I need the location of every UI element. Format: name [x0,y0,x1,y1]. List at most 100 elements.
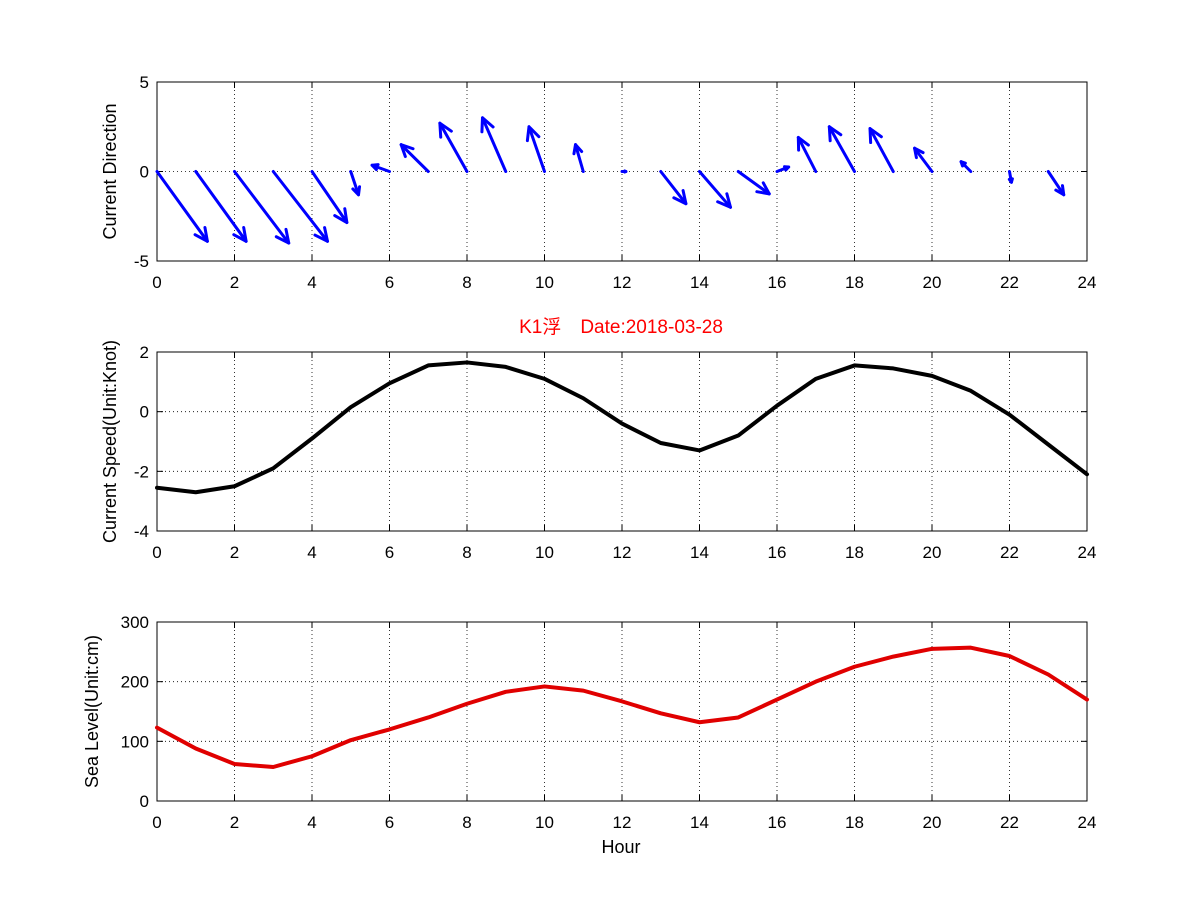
x-tick-label: 22 [1000,543,1019,562]
x-axis-label: Hour [601,837,640,857]
x-tick-label: 16 [768,813,787,832]
x-tick-label: 24 [1078,273,1097,292]
current-arrow [659,170,688,206]
current-arrow-shaft [527,125,546,173]
current-arrow-shaft [827,125,856,173]
y-tick-label: 100 [121,732,149,751]
x-tick-label: 24 [1078,813,1097,832]
y-axis-label: Current Direction [100,103,120,239]
current-arrow-shaft [481,116,508,173]
current-arrow-head [623,169,628,174]
x-tick-label: 4 [307,813,316,832]
x-tick-label: 18 [845,273,864,292]
current-arrow-head [274,227,291,245]
x-tick-label: 20 [923,813,942,832]
current-arrow-shaft [698,170,732,209]
sea-level-line [155,645,1089,769]
current-arrow-shaft [399,143,430,173]
current-arrow-head [1007,177,1014,184]
x-tick-label: 22 [1000,273,1019,292]
x-tick-label: 12 [613,273,632,292]
current-arrow [399,143,430,173]
current-arrow-head [313,226,329,243]
current-arrow [271,170,329,243]
chart-title: K1浮 Date:2018-03-28 [519,316,723,338]
x-tick-label: 18 [845,813,864,832]
current-arrow-shaft [736,170,771,196]
current-arrow [194,170,248,243]
y-tick-label: -2 [134,462,149,481]
current-arrow-head [783,165,791,172]
y-tick-label: 300 [121,613,149,632]
current-arrow-head [333,207,349,225]
current-arrow [349,170,362,197]
current-arrow-shaft [271,170,329,243]
x-tick-label: 20 [923,543,942,562]
current-arrow-head [672,189,688,206]
current-arrow-head [193,226,209,243]
y-tick-label: -4 [134,522,149,541]
current-arrow-shaft [574,143,585,173]
x-tick-label: 0 [152,273,161,292]
current-arrow-head [913,146,925,160]
current-arrow [796,135,818,173]
x-tick-label: 16 [768,543,787,562]
y-tick-label: 0 [140,163,149,182]
current-arrow-shaft [194,170,248,243]
x-tick-label: 6 [385,273,394,292]
current-arrow-shaft [868,127,895,173]
current-arrow-head [232,226,248,243]
x-tick-label: 22 [1000,813,1019,832]
x-tick-label: 12 [613,543,632,562]
current-arrow [913,146,934,173]
x-tick-label: 12 [613,813,632,832]
current-arrow [868,127,895,173]
x-tick-label: 6 [385,813,394,832]
x-tick-label: 2 [230,543,239,562]
current-arrow-shaft [310,170,349,225]
y-tick-label: 200 [121,673,149,692]
current-arrow-shaft [913,146,934,173]
current-arrow-head [370,163,380,172]
x-tick-label: 0 [152,813,161,832]
current-arrow-head [796,135,810,152]
x-tick-label: 16 [768,273,787,292]
x-tick-label: 10 [535,543,554,562]
current-arrow [438,121,469,173]
x-tick-label: 20 [923,273,942,292]
current-arrow-shaft [659,170,688,206]
x-tick-label: 8 [462,273,471,292]
current-arrow [959,160,973,173]
current-arrow [827,125,856,173]
current-arrow-head [1054,184,1066,197]
x-tick-label: 8 [462,813,471,832]
x-tick-label: 10 [535,273,554,292]
y-tick-label: 2 [140,343,149,362]
current-arrow-shaft [796,135,818,173]
x-tick-label: 2 [230,273,239,292]
y-tick-label: 0 [140,403,149,422]
x-tick-label: 14 [690,543,709,562]
current-arrow-shaft [155,170,209,243]
x-tick-label: 18 [845,543,864,562]
current-arrow-head [959,160,967,168]
x-tick-label: 4 [307,273,316,292]
current-arrow-head [868,127,883,145]
current-arrow [370,163,391,173]
x-tick-label: 8 [462,543,471,562]
current-arrow-head [525,125,541,143]
y-axis-label: Current Speed(Unit:Knot) [100,340,120,543]
current-arrow [233,170,291,245]
current-arrow-head [827,125,843,143]
current-arrow [736,170,771,196]
y-tick-label: 0 [140,792,149,811]
x-tick-label: 2 [230,813,239,832]
current-arrow-shaft [438,121,469,173]
x-tick-label: 14 [690,273,709,292]
current-arrow [1046,170,1066,197]
